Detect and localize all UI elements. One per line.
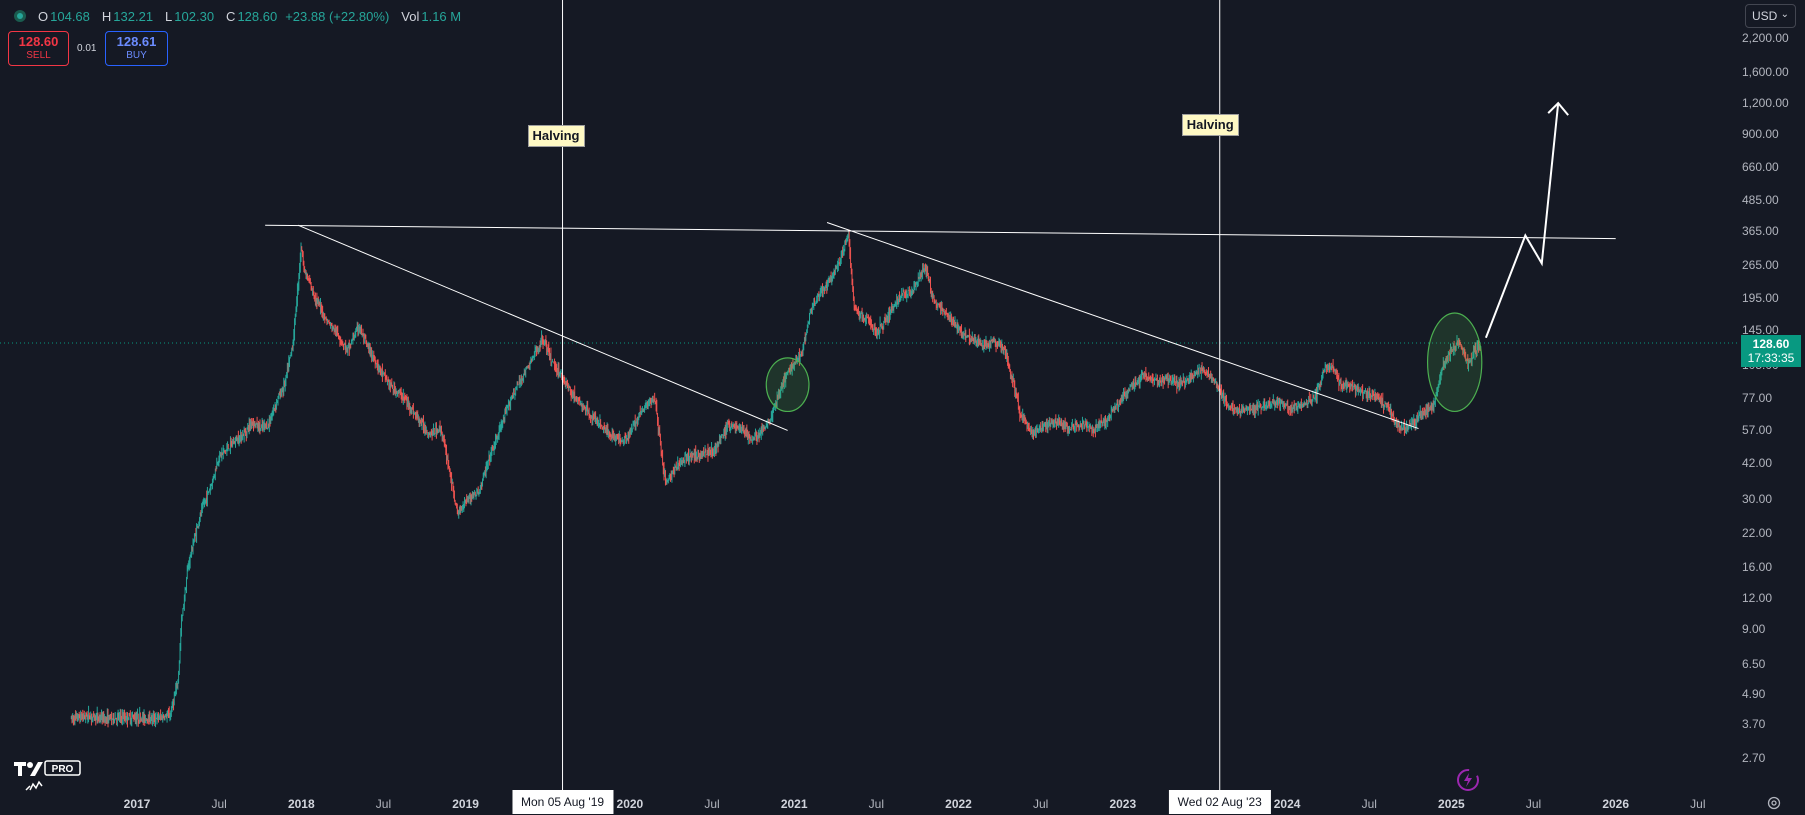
trendline-2018-2020 xyxy=(297,224,788,431)
current-price-value: 128.60 xyxy=(1752,337,1790,351)
time-tick-label: 2018 xyxy=(287,797,315,811)
time-tick-label: 2025 xyxy=(1438,797,1465,811)
price-tick-label: 30.00 xyxy=(1742,492,1773,507)
buy-price: 128.61 xyxy=(116,33,157,49)
volume-label: Vol xyxy=(401,8,420,24)
change-value: +23.88 (+22.80%) xyxy=(285,8,390,24)
crosshair-date-2023: Wed 02 Aug '23 xyxy=(1168,790,1271,814)
highlight-ellipse xyxy=(1426,312,1483,413)
price-tick-label: 9.00 xyxy=(1742,621,1766,636)
time-tick-label: 2020 xyxy=(616,797,644,811)
time-tick-label: 2026 xyxy=(1602,797,1630,811)
currency-selector[interactable]: USD ⌄ xyxy=(1745,4,1796,28)
price-tick-label: 1,600.00 xyxy=(1742,65,1789,80)
price-tick-label: 2.70 xyxy=(1742,751,1766,765)
annotation-layer xyxy=(265,0,1616,790)
resistance-line xyxy=(265,224,1616,240)
price-tick-label: 6.50 xyxy=(1742,656,1766,671)
time-tick-label: Jul xyxy=(1361,797,1377,811)
time-tick-label: Jul xyxy=(868,797,885,811)
close-label: C xyxy=(226,8,236,24)
price-tick-label: 265.00 xyxy=(1742,258,1779,273)
halving-label-2023: Halving xyxy=(1181,114,1239,136)
price-tick-label: 4.90 xyxy=(1742,686,1766,701)
high-label: H xyxy=(101,8,112,24)
price-tick-label: 77.00 xyxy=(1742,391,1773,406)
price-tick-label: 57.00 xyxy=(1742,423,1773,438)
time-tick-label: 2021 xyxy=(780,797,808,811)
projection-arrow xyxy=(1484,103,1560,339)
current-price-tag: 128.60 17:33:35 xyxy=(1741,335,1801,367)
tradingview-pro-logo-icon: PRO xyxy=(14,760,81,791)
spread-value: 0.01 xyxy=(77,43,97,54)
lightning-icon[interactable] xyxy=(1455,767,1481,793)
price-tick-label: 16.00 xyxy=(1742,559,1773,574)
price-tick-label: 485.00 xyxy=(1742,193,1779,208)
time-tick-label: Jul xyxy=(1690,797,1706,811)
time-tick-label: Jul xyxy=(1525,797,1542,811)
projection-arrowhead xyxy=(1547,101,1569,116)
chevron-down-icon: ⌄ xyxy=(1780,9,1789,20)
price-tick-label: 900.00 xyxy=(1742,127,1779,141)
price-tick-label: 2,200.00 xyxy=(1742,31,1789,45)
time-tick-label: 2023 xyxy=(1109,797,1137,811)
svg-text:PRO: PRO xyxy=(52,764,74,775)
price-tick-label: 145.00 xyxy=(1742,323,1779,338)
price-tick-label: 1,200.00 xyxy=(1742,96,1789,111)
sell-button[interactable]: 128.60 SELL xyxy=(8,31,69,66)
time-tick-label: 2024 xyxy=(1273,797,1301,811)
time-tick-label: 2019 xyxy=(452,797,479,811)
price-tick-label: 22.00 xyxy=(1742,525,1773,540)
sell-label: SELL xyxy=(26,49,51,61)
time-tick-label: 2022 xyxy=(945,797,972,811)
buy-button[interactable]: 128.61 BUY xyxy=(105,31,168,66)
time-tick-label: Jul xyxy=(704,797,720,811)
buy-label: BUY xyxy=(126,49,147,61)
time-tick-label: 2017 xyxy=(123,797,151,811)
low-label: L xyxy=(165,8,173,24)
open-label: O xyxy=(38,8,49,24)
halving-label-2019: Halving xyxy=(527,125,585,147)
time-tick-label: Jul xyxy=(375,797,392,811)
price-tick-label: 660.00 xyxy=(1742,160,1779,175)
price-tick-label: 42.00 xyxy=(1742,456,1773,471)
high-value: 132.21 xyxy=(113,8,154,24)
close-value: 128.60 xyxy=(237,8,278,24)
market-status-icon xyxy=(14,10,26,22)
volume-value: 1.16 M xyxy=(421,8,462,24)
price-tick-label: 3.70 xyxy=(1742,717,1766,732)
open-value: 104.68 xyxy=(50,8,90,24)
trendline-2021-2024 xyxy=(826,221,1419,430)
currency-label: USD xyxy=(1752,9,1778,23)
bar-countdown: 17:33:35 xyxy=(1747,351,1795,365)
time-tick-label: Jul xyxy=(211,797,227,811)
time-tick-label: Jul xyxy=(1032,797,1049,811)
ohlc-legend: O 104.68 H 132.21 L 102.30 C 128.60 +23.88 (… xyxy=(14,6,461,26)
price-tick-label: 195.00 xyxy=(1742,291,1779,306)
highlight-ellipse xyxy=(765,357,810,413)
price-tick-label: 12.00 xyxy=(1742,590,1773,605)
candles-layer xyxy=(70,229,1482,728)
price-tick-label: 365.00 xyxy=(1742,223,1779,238)
gear-icon[interactable] xyxy=(1766,795,1782,811)
sell-price: 128.60 xyxy=(18,33,59,49)
crosshair-date-2019: Mon 05 Aug '19 xyxy=(512,790,614,814)
low-value: 102.30 xyxy=(174,8,215,24)
